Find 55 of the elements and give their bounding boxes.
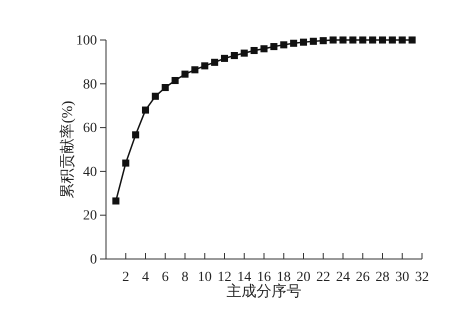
point [320, 37, 327, 44]
point [260, 45, 268, 52]
x-tick-label: 28 [376, 270, 390, 285]
x-tick-label: 30 [395, 270, 410, 285]
x-tick-label: 6 [162, 270, 169, 285]
point [280, 41, 288, 48]
point [408, 36, 416, 44]
y-tick-label: 20 [83, 208, 97, 224]
x-tick-label: 20 [296, 270, 310, 285]
point [181, 70, 189, 78]
point [152, 92, 159, 100]
point [359, 36, 366, 44]
x-tick-label: 26 [356, 270, 370, 285]
point [369, 36, 376, 44]
x-tick-label: 12 [218, 270, 232, 285]
point [270, 43, 278, 50]
point [191, 66, 198, 74]
x-tick-label: 10 [198, 270, 212, 285]
x-tick-label: 4 [142, 270, 149, 285]
point [230, 52, 238, 60]
x-tick-label: 16 [257, 270, 271, 285]
point [250, 46, 258, 54]
y-tick-label: 80 [83, 77, 97, 92]
y-tick-label: 100 [76, 33, 97, 48]
point [201, 62, 208, 70]
point [349, 36, 356, 44]
point [122, 160, 130, 167]
point [112, 197, 120, 204]
point [300, 38, 308, 46]
y-tick-label: 0 [90, 252, 97, 268]
x-tick-label: 8 [182, 270, 188, 285]
point [162, 84, 169, 92]
point [398, 36, 406, 44]
point [172, 76, 179, 84]
point [290, 40, 298, 47]
x-tick-label: 22 [316, 270, 330, 285]
point [220, 54, 228, 62]
point [240, 50, 248, 57]
point [388, 36, 396, 44]
y-axis-title: 累积贡献率(%) [59, 100, 76, 198]
y-tick-label: 60 [83, 121, 97, 136]
x-tick-label: 2 [122, 270, 130, 285]
point [211, 58, 218, 66]
x-tick-label: 18 [276, 270, 291, 285]
point [330, 36, 337, 44]
point [310, 38, 317, 45]
x-axis-title: 主成分序号 [226, 283, 302, 300]
y-tick-label: 40 [83, 164, 97, 180]
x-tick-label: 24 [336, 270, 350, 285]
x-tick-label: 32 [415, 270, 429, 285]
x-tick-label: 14 [237, 270, 252, 285]
point [339, 36, 347, 44]
point [132, 131, 140, 138]
point [378, 36, 386, 44]
point [142, 106, 150, 114]
